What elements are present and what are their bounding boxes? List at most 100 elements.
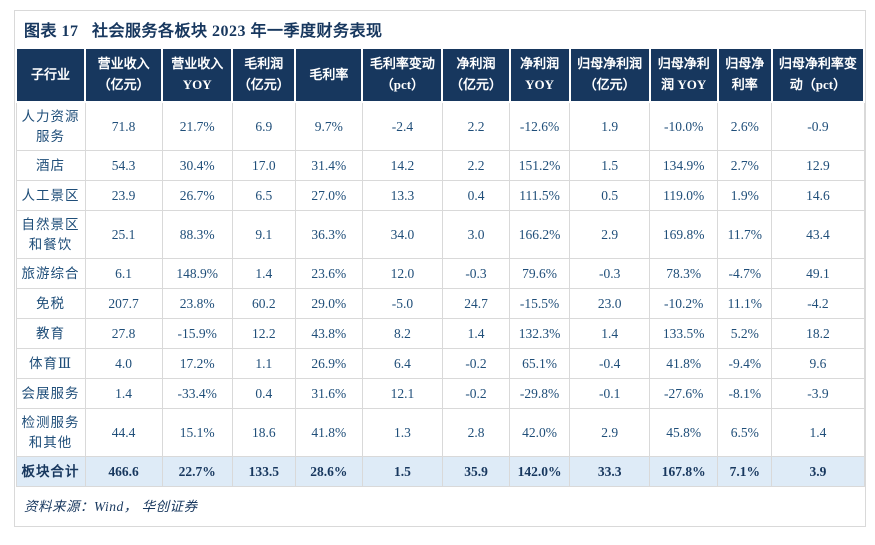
table-row: 人力资源服务 71.8 21.7% 6.9 9.7% -2.4 2.2 -12.6% 1.9 -1… bbox=[15, 101, 865, 152]
header-row: 子行业 营业收入 （亿元） 营业收入 YOY 毛利润 （亿元） 毛利率 毛利率变动 （pc… bbox=[14, 47, 866, 103]
table-cell: 12.0 bbox=[361, 258, 443, 290]
column-header-7: 净利润 YOY bbox=[508, 47, 571, 103]
row-label: 旅游综合 bbox=[15, 258, 86, 290]
table-cell: 78.3% bbox=[649, 258, 719, 290]
table-cell: 60.2 bbox=[231, 288, 296, 320]
table-row: 教育 27.8 -15.9% 12.2 43.8% 8.2 1.4 132.3% 1.4 133.… bbox=[15, 318, 865, 350]
table-cell: -12.6% bbox=[509, 101, 571, 152]
table-cell: 30.4% bbox=[161, 150, 233, 182]
row-label: 教育 bbox=[15, 318, 86, 350]
table-cell: -2.4 bbox=[361, 101, 443, 152]
table-cell: 17.0 bbox=[231, 150, 296, 182]
column-header-8: 归母净利润 （亿元） bbox=[568, 47, 651, 103]
table-cell: 2.2 bbox=[441, 150, 511, 182]
table-cell: 6.9 bbox=[231, 101, 296, 152]
table-cell: 18.6 bbox=[231, 408, 296, 458]
column-header-11: 归母净利率变动（pct） bbox=[770, 47, 866, 103]
table-cell: 1.9 bbox=[569, 101, 651, 152]
table-cell: 11.1% bbox=[717, 288, 773, 320]
table-cell: 14.6 bbox=[771, 180, 865, 212]
table-cell: 6.5 bbox=[231, 180, 296, 212]
table-cell: 1.4 bbox=[441, 318, 511, 350]
table-cell: 111.5% bbox=[509, 180, 571, 212]
table-cell: -0.4 bbox=[569, 348, 651, 380]
table-cell: 9.6 bbox=[771, 348, 865, 380]
table-cell: 1.4 bbox=[569, 318, 651, 350]
table-cell: 134.9% bbox=[649, 150, 719, 182]
table-cell: 1.9% bbox=[717, 180, 773, 212]
table-cell: 167.8% bbox=[649, 456, 719, 488]
table-cell: 43.8% bbox=[294, 318, 363, 350]
column-header-2: 营业收入 YOY bbox=[161, 47, 234, 103]
table-row: 人工景区 23.9 26.7% 6.5 27.0% 13.3 0.4 111.5% 0.5 119… bbox=[15, 180, 865, 212]
table-cell: 2.9 bbox=[569, 408, 651, 458]
table-cell: 29.0% bbox=[294, 288, 363, 320]
table-cell: 2.7% bbox=[717, 150, 773, 182]
table-cell: 142.0% bbox=[509, 456, 571, 488]
table-row: 体育Ⅲ 4.0 17.2% 1.1 26.9% 6.4 -0.2 65.1% -0.4 41.8%… bbox=[15, 348, 865, 380]
table-cell: 13.3 bbox=[361, 180, 443, 212]
table-cell: -0.1 bbox=[569, 378, 651, 410]
table-row: 酒店 54.3 30.4% 17.0 31.4% 14.2 2.2 151.2% 1.5 134.… bbox=[15, 150, 865, 182]
row-label: 会展服务 bbox=[15, 378, 86, 410]
table-row: 免税 207.7 23.8% 60.2 29.0% -5.0 24.7 -15.5% 23.0-… bbox=[15, 288, 865, 320]
figure-title: 图表 17 社会服务各板块 2023 年一季度财务表现 bbox=[24, 23, 383, 40]
column-header-10: 归母净利率 bbox=[716, 47, 773, 103]
table-cell: -0.2 bbox=[441, 348, 511, 380]
table-cell: 6.4 bbox=[361, 348, 443, 380]
table-cell: 28.6% bbox=[294, 456, 363, 488]
total-row-label: 板块合计 bbox=[15, 456, 86, 488]
column-header-9: 归母净利润 YOY bbox=[648, 47, 719, 103]
row-label: 体育Ⅲ bbox=[15, 348, 86, 380]
table-cell: 0.4 bbox=[231, 378, 296, 410]
table-cell: 12.2 bbox=[231, 318, 296, 350]
table-cell: 166.2% bbox=[509, 210, 571, 260]
table-cell: -9.4% bbox=[717, 348, 773, 380]
table-header: 子行业 营业收入 （亿元） 营业收入 YOY 毛利润 （亿元） 毛利率 毛利率变动 （pc… bbox=[14, 47, 866, 103]
table-cell: 15.1% bbox=[161, 408, 233, 458]
table-cell: 88.3% bbox=[161, 210, 233, 260]
source-note: 资料来源：Wind， 华创证券 bbox=[24, 499, 198, 515]
table-cell: 2.6% bbox=[717, 101, 773, 152]
table-cell: 27.0% bbox=[294, 180, 363, 212]
table-cell: -27.6% bbox=[649, 378, 719, 410]
table-cell: 34.0 bbox=[361, 210, 443, 260]
table-cell: 22.7% bbox=[161, 456, 233, 488]
table-cell: 49.1 bbox=[771, 258, 865, 290]
table-cell: 119.0% bbox=[649, 180, 719, 212]
table-cell: 0.4 bbox=[441, 180, 511, 212]
table-cell: 132.3% bbox=[509, 318, 571, 350]
table-cell: 466.6 bbox=[84, 456, 163, 488]
table-cell: -10.2% bbox=[649, 288, 719, 320]
table-cell: -0.9 bbox=[771, 101, 865, 152]
column-header-4: 毛利率 bbox=[294, 47, 364, 103]
table-cell: 1.4 bbox=[231, 258, 296, 290]
table-cell: 2.9 bbox=[569, 210, 651, 260]
table-cell: 11.7% bbox=[717, 210, 773, 260]
table-body: 人力资源服务 71.8 21.7% 6.9 9.7% -2.4 2.2 -12.6% 1.9 -1… bbox=[15, 101, 865, 488]
table-cell: 36.3% bbox=[294, 210, 363, 260]
table-cell: 41.8% bbox=[294, 408, 363, 458]
financial-table: 子行业 营业收入 （亿元） 营业收入 YOY 毛利润 （亿元） 毛利率 毛利率变动 （pc… bbox=[14, 47, 866, 488]
table-cell: 33.3 bbox=[569, 456, 651, 488]
table-cell: 24.7 bbox=[441, 288, 511, 320]
table-cell: -0.2 bbox=[441, 378, 511, 410]
table-cell: 6.5% bbox=[717, 408, 773, 458]
column-header-0: 子行业 bbox=[14, 47, 87, 103]
table-row: 检测服务和其他 44.4 15.1% 18.6 41.8% 1.3 2.8 42.0% 2.9 4… bbox=[15, 408, 865, 458]
row-label: 自然景区和餐饮 bbox=[15, 210, 86, 260]
table-cell: 35.9 bbox=[441, 456, 511, 488]
table-cell: -4.7% bbox=[717, 258, 773, 290]
table-cell: 2.2 bbox=[441, 101, 511, 152]
total-row: 板块合计 466.6 22.7% 133.5 28.6% 1.5 35.9 142.0% 33.… bbox=[15, 456, 865, 488]
table-cell: 169.8% bbox=[649, 210, 719, 260]
table-cell: 17.2% bbox=[161, 348, 233, 380]
table-cell: 9.7% bbox=[294, 101, 363, 152]
column-header-6: 净利润 （亿元） bbox=[441, 47, 511, 103]
table-cell: 6.1 bbox=[84, 258, 163, 290]
table-cell: 42.0% bbox=[509, 408, 571, 458]
table-cell: -3.9 bbox=[771, 378, 865, 410]
table-cell: 79.6% bbox=[509, 258, 571, 290]
table-cell: -29.8% bbox=[509, 378, 571, 410]
table-cell: 23.9 bbox=[84, 180, 163, 212]
